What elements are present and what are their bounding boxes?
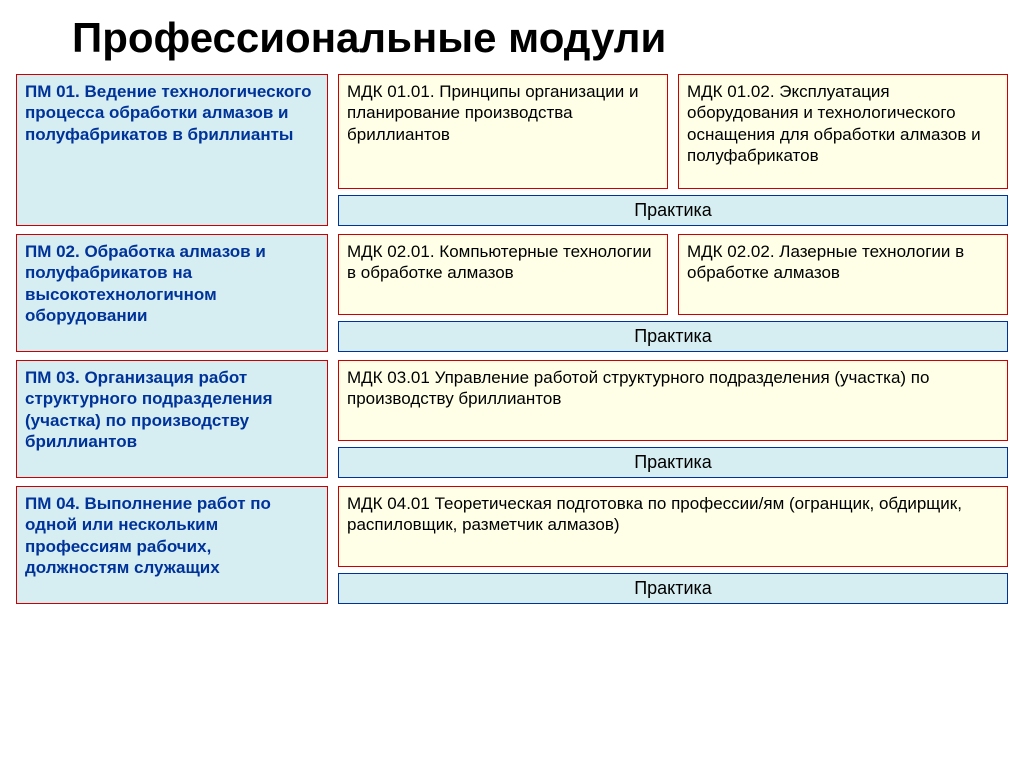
mdk-box: МДК 02.02. Лазерные технологии в обработ…	[678, 234, 1008, 315]
practice-box: Практика	[338, 447, 1008, 478]
module-row: ПМ 02. Обработка алмазов и полуфабрикато…	[16, 234, 1008, 352]
mdk-row: МДК 01.01. Принципы организации и планир…	[338, 74, 1008, 189]
module-details: МДК 01.01. Принципы организации и планир…	[338, 74, 1008, 226]
mdk-box: МДК 03.01 Управление работой структурног…	[338, 360, 1008, 441]
mdk-box: МДК 01.02. Эксплуатация оборудования и т…	[678, 74, 1008, 189]
module-row: ПМ 03. Организация работ структурного по…	[16, 360, 1008, 478]
mdk-box: МДК 04.01 Теоретическая подготовка по пр…	[338, 486, 1008, 567]
content-area: ПМ 01. Ведение технологического процесса…	[0, 62, 1024, 604]
mdk-row: МДК 03.01 Управление работой структурног…	[338, 360, 1008, 441]
module-box: ПМ 01. Ведение технологического процесса…	[16, 74, 328, 226]
mdk-box: МДК 02.01. Компьютерные технологии в обр…	[338, 234, 668, 315]
module-details: МДК 02.01. Компьютерные технологии в обр…	[338, 234, 1008, 352]
mdk-box: МДК 01.01. Принципы организации и планир…	[338, 74, 668, 189]
mdk-row: МДК 04.01 Теоретическая подготовка по пр…	[338, 486, 1008, 567]
mdk-row: МДК 02.01. Компьютерные технологии в обр…	[338, 234, 1008, 315]
practice-box: Практика	[338, 573, 1008, 604]
page-title: Профессиональные модули	[0, 0, 1024, 62]
module-box: ПМ 04. Выполнение работ по одной или нес…	[16, 486, 328, 604]
module-row: ПМ 01. Ведение технологического процесса…	[16, 74, 1008, 226]
module-details: МДК 03.01 Управление работой структурног…	[338, 360, 1008, 478]
module-box: ПМ 02. Обработка алмазов и полуфабрикато…	[16, 234, 328, 352]
module-box: ПМ 03. Организация работ структурного по…	[16, 360, 328, 478]
practice-box: Практика	[338, 195, 1008, 226]
practice-box: Практика	[338, 321, 1008, 352]
module-row: ПМ 04. Выполнение работ по одной или нес…	[16, 486, 1008, 604]
module-details: МДК 04.01 Теоретическая подготовка по пр…	[338, 486, 1008, 604]
